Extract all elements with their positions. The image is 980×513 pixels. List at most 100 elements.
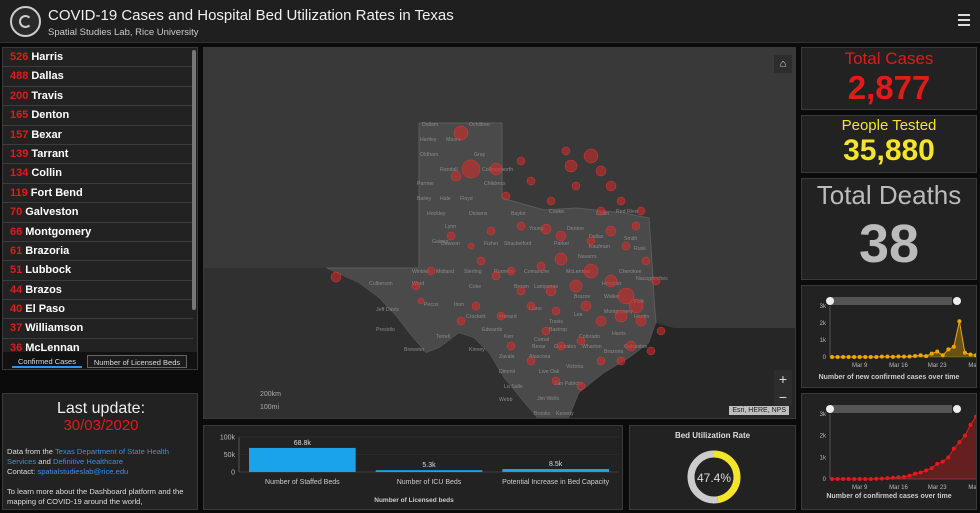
case-bubble[interactable] [541,326,551,336]
data-point[interactable] [924,468,929,473]
county-row[interactable]: 134 Collin [3,164,193,184]
case-bubble[interactable] [467,242,475,250]
data-point[interactable] [935,349,940,354]
data-point[interactable] [946,347,951,352]
data-point[interactable] [846,477,851,481]
zoom-out-button[interactable]: − [778,389,788,405]
data-point[interactable] [874,355,879,359]
time-slider-start-handle[interactable] [826,405,834,413]
case-bubble[interactable] [631,221,641,231]
county-row[interactable]: 40 El Paso [3,300,193,320]
case-bubble[interactable] [461,159,481,179]
case-bubble[interactable] [546,196,556,206]
time-slider-track[interactable] [830,297,952,305]
data-point[interactable] [935,461,940,466]
data-point[interactable] [918,353,923,358]
data-point[interactable] [830,477,834,481]
data-point[interactable] [913,353,918,358]
data-point[interactable] [907,354,912,359]
bar[interactable] [249,447,356,472]
case-bubble[interactable] [576,336,586,346]
case-bubble[interactable] [506,341,516,351]
data-point[interactable] [929,351,934,356]
home-button[interactable]: ⌂ [774,55,792,73]
case-bubble[interactable] [453,125,469,141]
case-bubble[interactable] [595,165,607,177]
county-row[interactable]: 119 Fort Bend [3,184,193,204]
data-point[interactable] [879,354,884,359]
case-bubble[interactable] [489,162,503,176]
case-bubble[interactable] [628,298,644,314]
data-point[interactable] [929,466,934,471]
data-point[interactable] [951,446,956,451]
data-point[interactable] [885,354,890,359]
county-row[interactable]: 51 Lubbock [3,261,193,281]
case-bubble[interactable] [526,356,536,366]
data-point[interactable] [896,354,901,359]
case-bubble[interactable] [605,180,617,192]
licensed-beds-chart[interactable]: 0 50k 100k 68.8k Number of Staffed Beds 5.3k N… [204,426,622,509]
data-point[interactable] [835,355,840,359]
case-bubble[interactable] [596,356,606,366]
case-bubble[interactable] [651,276,661,286]
case-bubble[interactable] [501,191,511,201]
time-slider-start-handle[interactable] [826,297,834,305]
case-bubble[interactable] [616,196,626,206]
case-bubble[interactable] [555,230,567,242]
data-point[interactable] [962,433,967,438]
data-point[interactable] [830,355,834,359]
case-bubble[interactable] [556,341,566,351]
case-bubble[interactable] [476,256,486,266]
case-bubble[interactable] [496,311,506,321]
case-bubble[interactable] [545,285,557,297]
case-bubble[interactable] [486,226,496,236]
county-row[interactable]: 37 Williamson [3,319,193,339]
case-bubble[interactable] [450,170,462,182]
data-point[interactable] [902,354,906,359]
case-bubble[interactable] [526,301,536,311]
data-point[interactable] [951,344,956,349]
data-point[interactable] [974,414,976,419]
county-list[interactable]: 526 Harris 488 Dallas 200 Travis 165 Denton 157 B… [3,48,193,369]
menu-icon[interactable] [958,14,970,29]
case-bubble[interactable] [516,286,526,296]
county-row[interactable]: 200 Travis [3,87,193,107]
case-bubble[interactable] [417,297,425,305]
tab-licensed-beds[interactable]: Number of Licensed Beds [87,355,187,368]
case-bubble[interactable] [471,301,481,311]
case-bubble[interactable] [551,306,561,316]
case-bubble[interactable] [516,156,526,166]
data-point[interactable] [974,353,976,358]
data-point[interactable] [968,422,973,427]
case-bubble[interactable] [580,300,592,312]
bar[interactable] [502,469,609,472]
data-point[interactable] [852,477,857,481]
county-row[interactable]: 139 Tarrant [3,145,193,165]
time-slider-end-handle[interactable] [953,297,961,305]
county-row[interactable]: 526 Harris [3,48,193,68]
data-point[interactable] [835,477,840,481]
data-point[interactable] [957,319,962,324]
data-point[interactable] [940,459,945,464]
case-bubble[interactable] [616,356,626,366]
data-point[interactable] [940,353,945,358]
data-point[interactable] [857,477,862,481]
case-bubble[interactable] [656,326,666,336]
donut-slice[interactable] [713,450,741,504]
zoom-in-button[interactable]: + [778,371,788,387]
case-bubble[interactable] [641,256,651,266]
case-bubble[interactable] [569,279,583,293]
data-point[interactable] [868,477,873,481]
case-bubble[interactable] [636,206,646,216]
case-bubble[interactable] [446,231,456,241]
data-point[interactable] [924,354,929,359]
data-point[interactable] [885,476,890,481]
definitive-link[interactable]: Definitive Healthcare [53,457,124,466]
case-bubble[interactable] [583,148,599,164]
case-bubble[interactable] [617,287,635,305]
case-bubble[interactable] [604,274,618,288]
data-point[interactable] [957,440,962,445]
case-bubble[interactable] [635,315,647,327]
time-slider-end-handle[interactable] [953,405,961,413]
case-bubble[interactable] [540,223,552,235]
